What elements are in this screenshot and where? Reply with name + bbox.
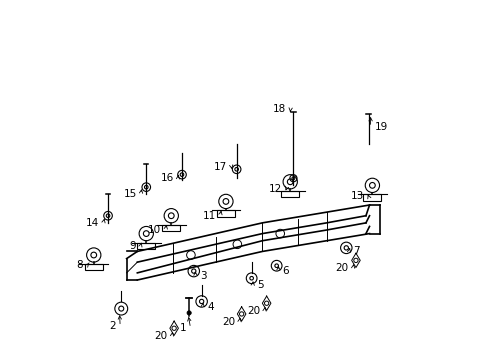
Text: 19: 19 — [374, 122, 387, 132]
Text: 20: 20 — [335, 263, 348, 273]
Text: 16: 16 — [160, 173, 173, 183]
Text: 7: 7 — [353, 247, 359, 256]
Text: 13: 13 — [350, 191, 364, 201]
Text: 10: 10 — [148, 225, 161, 235]
Text: 18: 18 — [272, 104, 285, 113]
Text: 4: 4 — [206, 302, 213, 312]
Text: 3: 3 — [200, 271, 206, 282]
Text: 5: 5 — [257, 280, 263, 291]
Circle shape — [186, 311, 191, 315]
Text: 12: 12 — [268, 184, 282, 194]
Text: 15: 15 — [123, 189, 136, 199]
Text: 2: 2 — [109, 321, 116, 332]
Text: 11: 11 — [202, 211, 216, 221]
Text: 6: 6 — [282, 266, 289, 276]
Text: 8: 8 — [76, 260, 83, 270]
Text: 20: 20 — [246, 306, 260, 316]
Text: 17: 17 — [214, 162, 227, 172]
Text: 14: 14 — [86, 218, 99, 228]
Text: 20: 20 — [222, 317, 235, 327]
Text: 1: 1 — [179, 323, 186, 333]
Text: 9: 9 — [129, 241, 136, 251]
Text: 20: 20 — [154, 331, 167, 341]
